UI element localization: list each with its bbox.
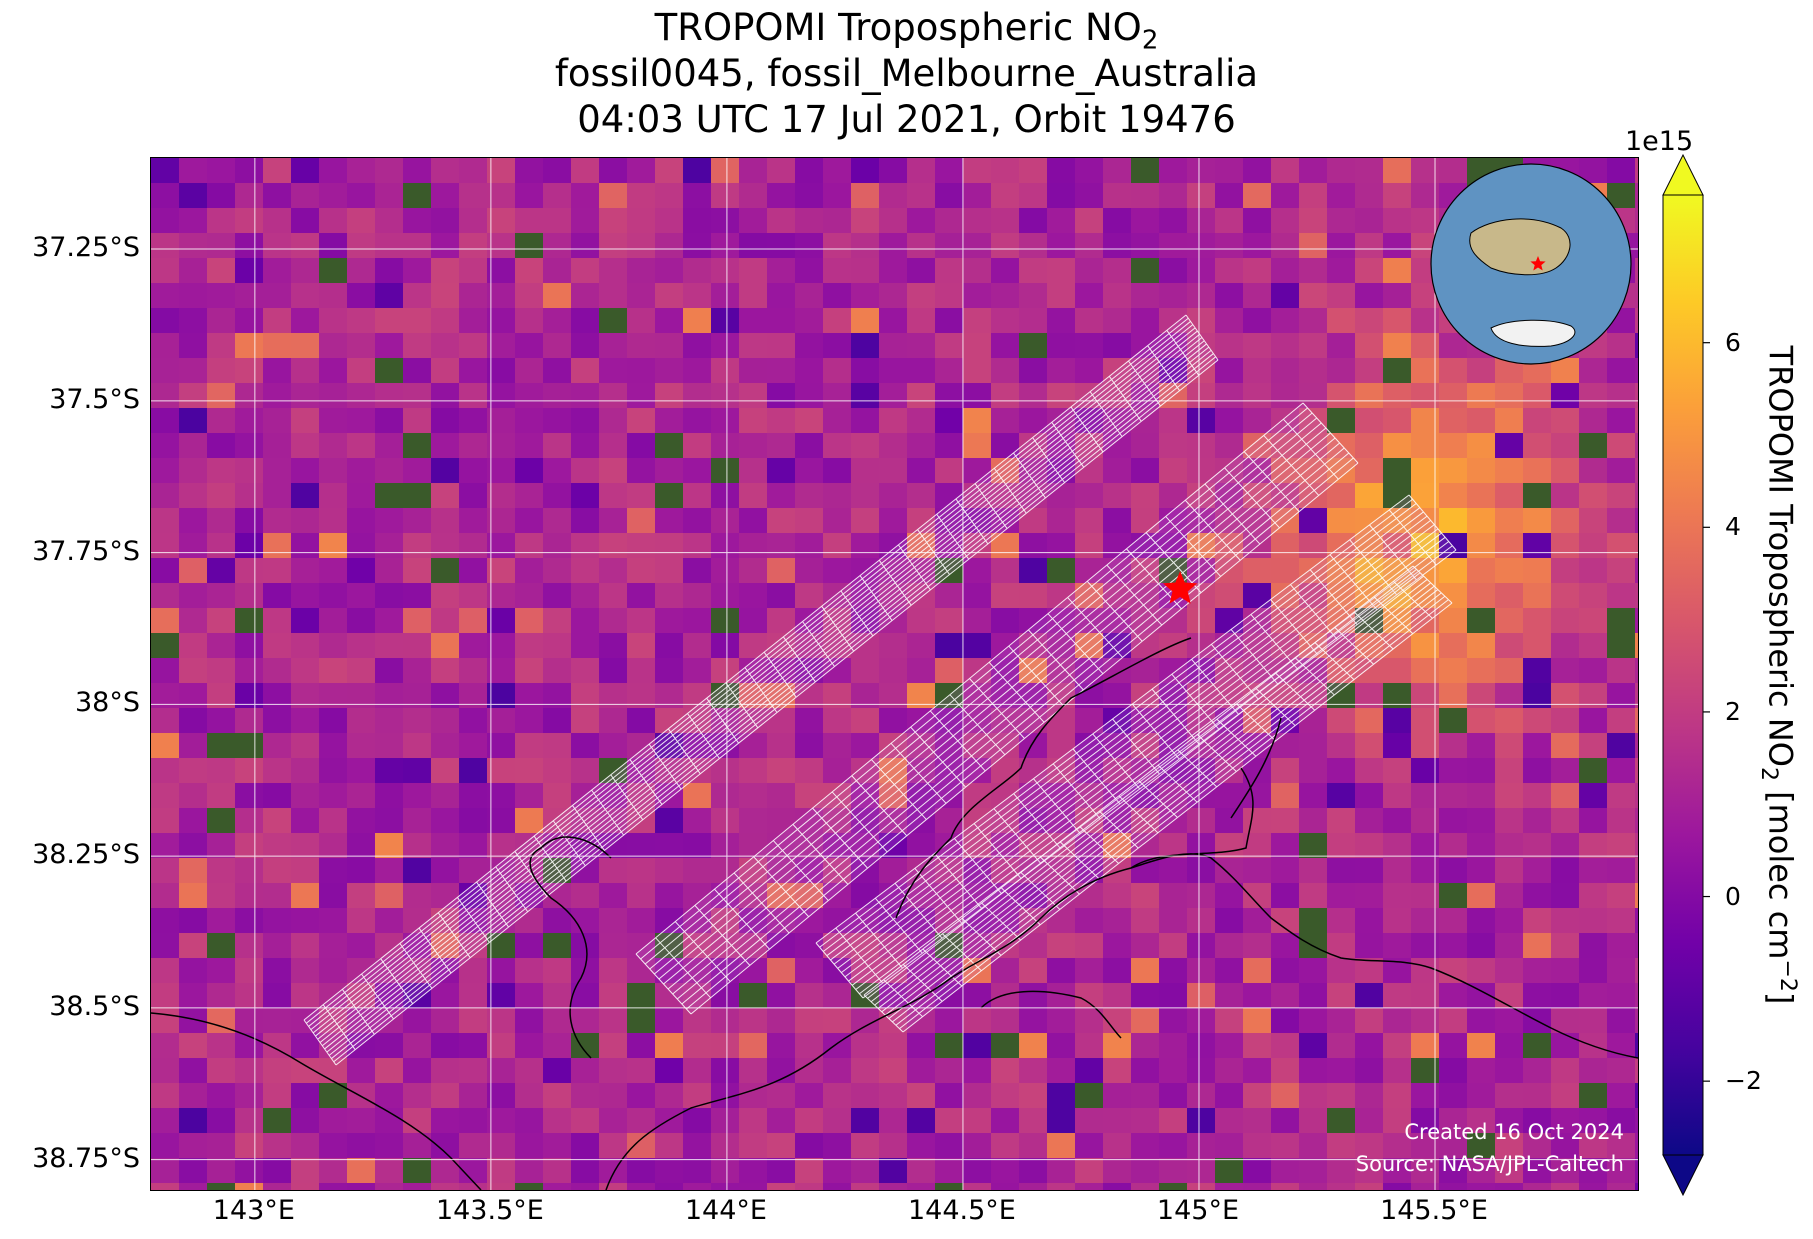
colorbar-tick-label: −2 (1725, 1066, 1762, 1096)
colorbar-max-extend (1662, 153, 1704, 196)
credit-source: Source: NASA/JPL-Caltech (1355, 1152, 1624, 1176)
lon-tick-label: 145.5°E (1380, 1195, 1488, 1226)
lat-tick-label: 38.5°S (49, 990, 140, 1022)
lat-tick-label: 38.75°S (32, 1142, 140, 1174)
coastline-west (529, 836, 612, 1059)
lon-tick-label: 143°E (212, 1195, 295, 1226)
colorbar-exponent: 1e15 (1625, 126, 1694, 157)
globe-icon (1430, 163, 1632, 365)
credit-created: Created 16 Oct 2024 (1404, 1120, 1624, 1144)
colorbar-tick-label: 0 (1725, 881, 1741, 911)
colorbar-label: TROPOMI Tropospheric NO2 [molec cm−2] (1755, 345, 1801, 1005)
colorbar-tick-label: 6 (1725, 327, 1741, 357)
lat-tick-label: 38.25°S (32, 839, 140, 871)
lon-tick-label: 145°E (1156, 1195, 1240, 1226)
map-canvas[interactable] (151, 158, 1638, 1190)
colorbar-tick-label: 4 (1725, 512, 1741, 542)
swath-4 (863, 565, 1453, 1033)
colorbar-gradient (1663, 195, 1703, 1155)
chart-title-line3: 04:03 UTC 17 Jul 2021, Orbit 19476 (577, 98, 1236, 141)
lat-tick-label: 38°S (75, 687, 140, 719)
no2-pixel-field (151, 158, 1638, 1190)
lon-tick-label: 144°E (684, 1195, 767, 1226)
map-panel[interactable]: Created 16 Oct 2024 Source: NASA/JPL-Cal… (150, 157, 1639, 1191)
lat-tick-label: 37.25°S (32, 232, 140, 264)
lon-tick-label: 143.5°E (435, 1195, 544, 1226)
swath-3 (815, 494, 1457, 999)
star-icon (1163, 571, 1198, 604)
lat-tick-label: 37.75°S (32, 535, 140, 567)
chart-title-line2: fossil0045, fossil_Melbourne_Australia (554, 52, 1259, 95)
colorbar-frame (1662, 194, 1704, 1156)
colorbar-min-extend (1662, 1154, 1704, 1197)
swath-1 (303, 314, 1219, 1066)
colorbar (1662, 153, 1710, 1197)
coastline (151, 637, 1638, 1190)
graticule (151, 158, 1638, 1190)
lat-tick-label: 37.5°S (49, 383, 140, 415)
colorbar-tick-label: 2 (1725, 696, 1741, 726)
swath-2 (635, 402, 1359, 1015)
lon-tick-label: 144.5°E (908, 1195, 1016, 1226)
chart-title-line1: TROPOMI Tropospheric NO2 (654, 6, 1159, 56)
